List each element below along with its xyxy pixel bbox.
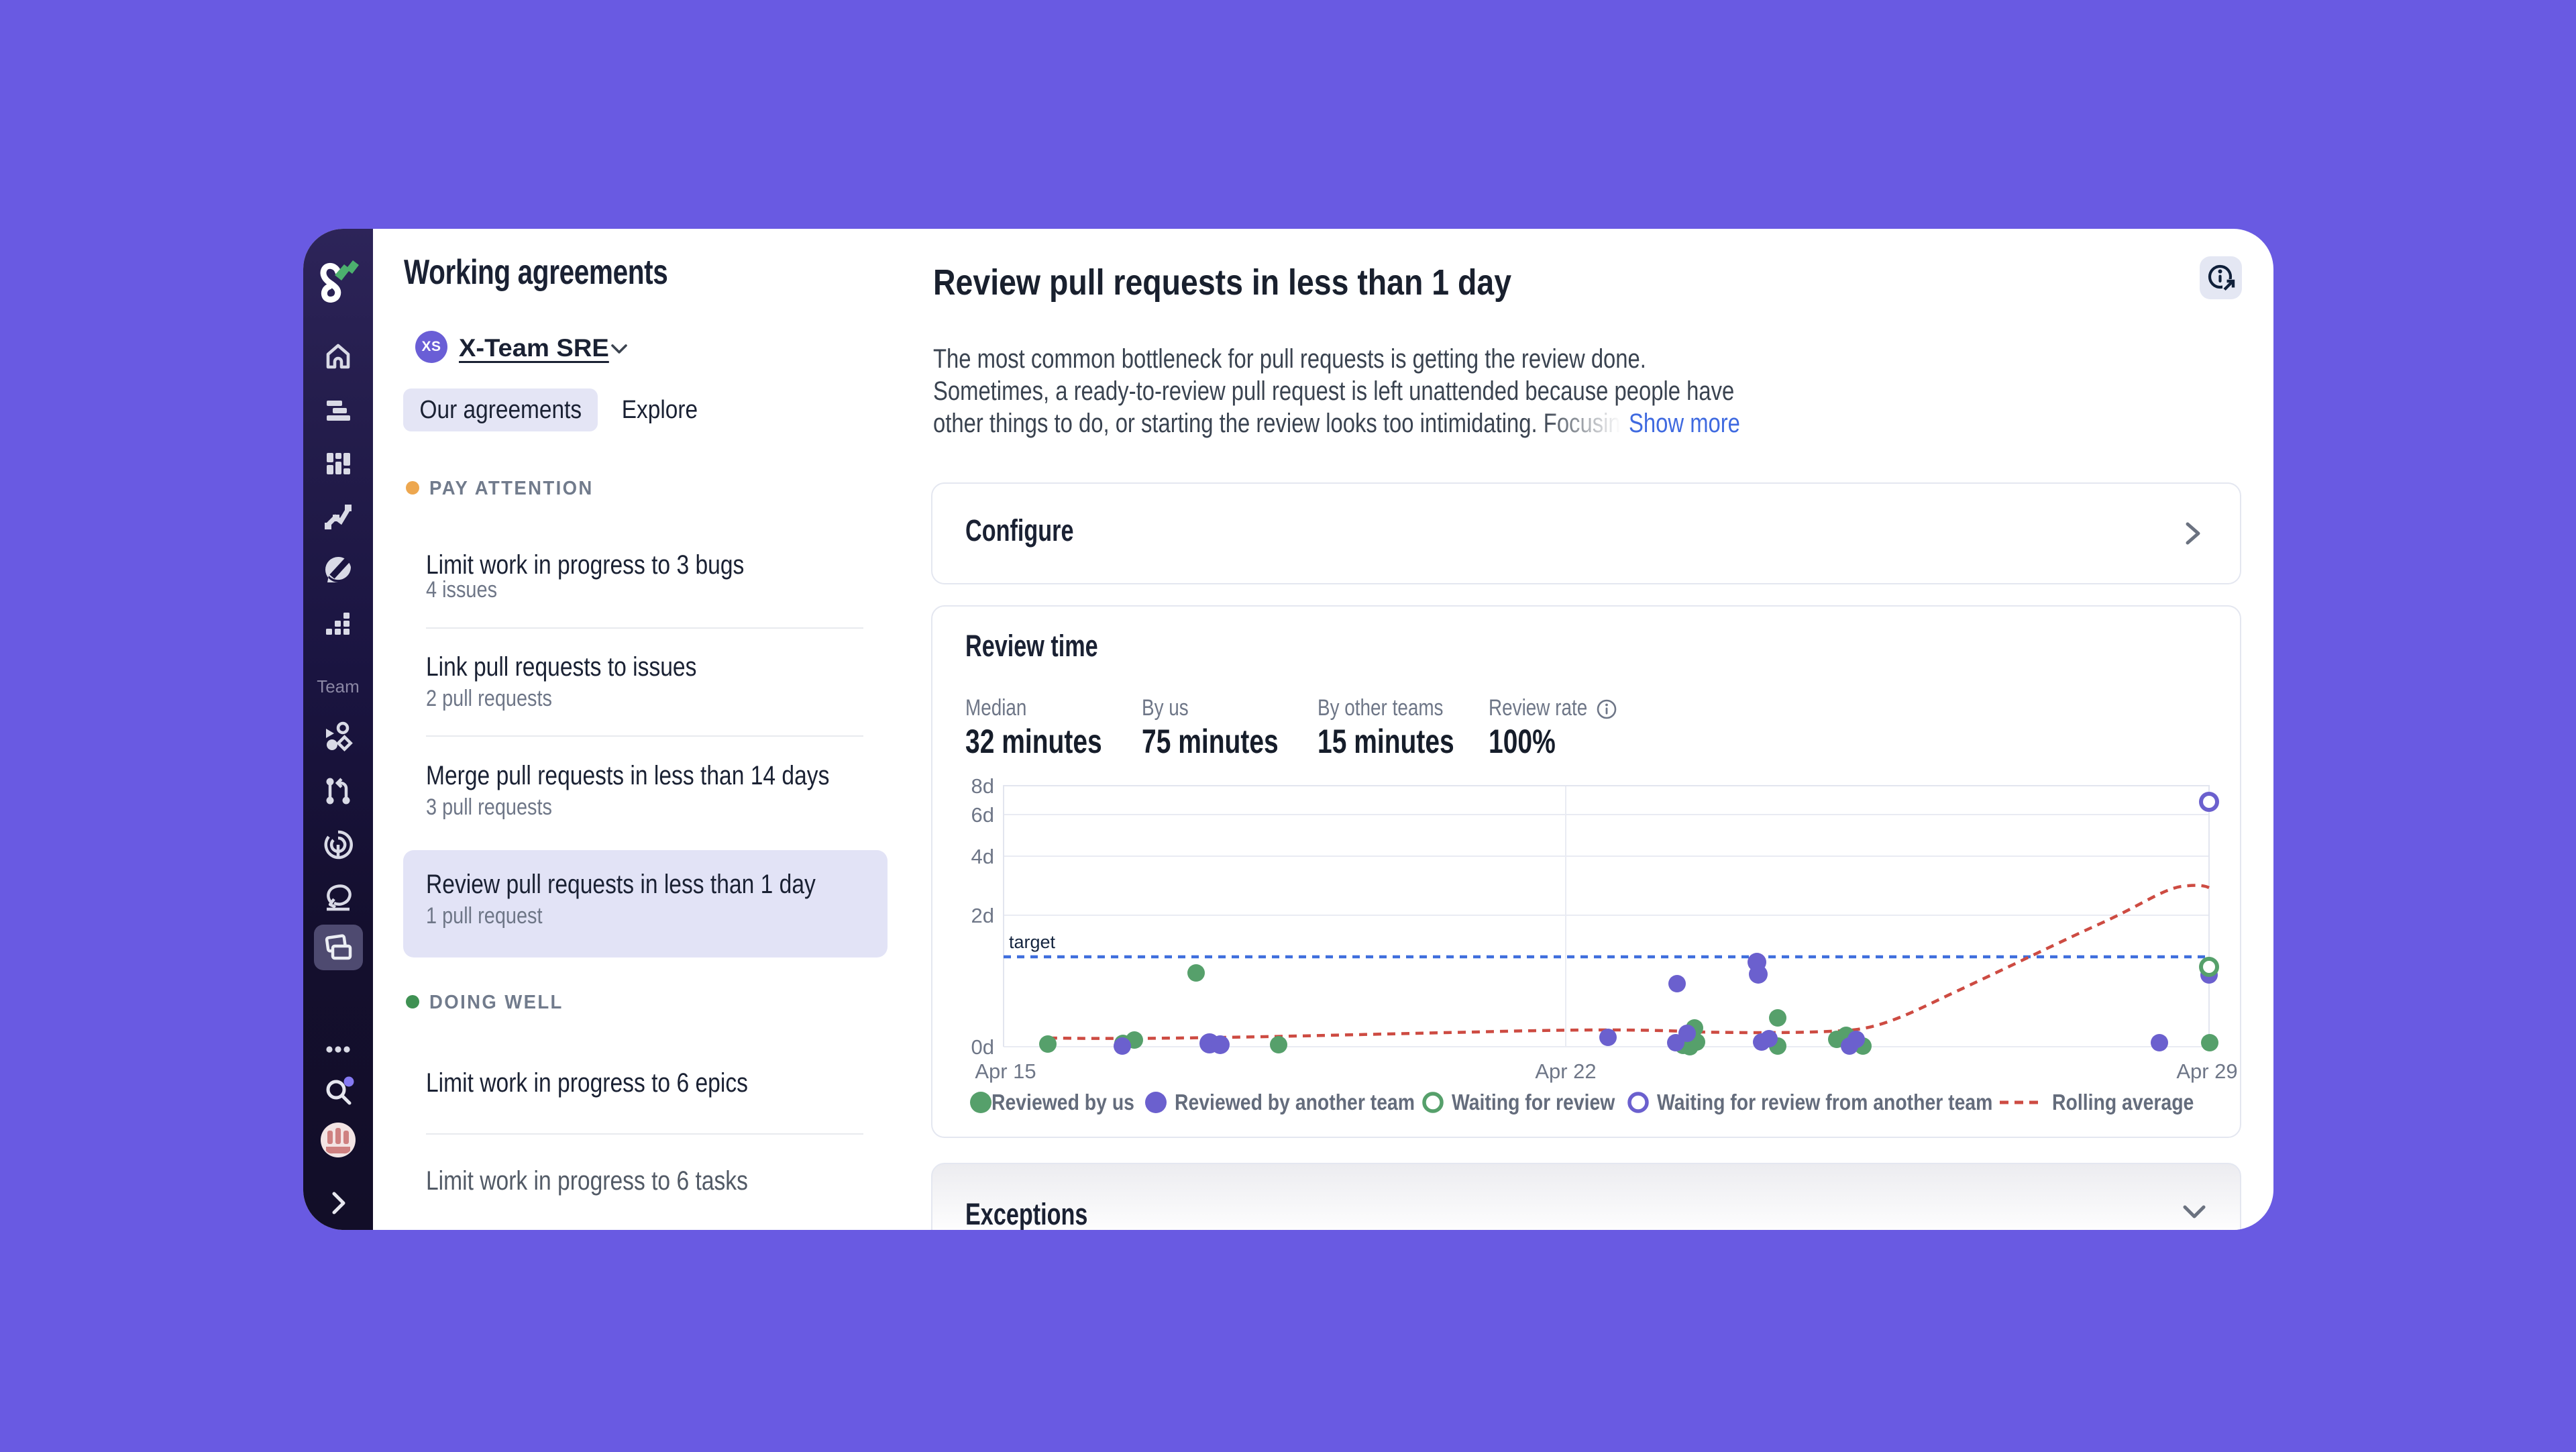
svg-text:Apr 15: Apr 15 — [975, 1059, 1036, 1083]
svg-text:4d: 4d — [971, 845, 994, 868]
svg-text:8d: 8d — [971, 774, 994, 798]
svg-text:Apr 22: Apr 22 — [1535, 1059, 1596, 1083]
svg-text:target: target — [1009, 932, 1056, 952]
svg-text:0d: 0d — [971, 1035, 994, 1059]
svg-text:Apr 29: Apr 29 — [2176, 1059, 2237, 1083]
svg-text:6d: 6d — [971, 803, 994, 827]
svg-text:2d: 2d — [971, 904, 994, 927]
